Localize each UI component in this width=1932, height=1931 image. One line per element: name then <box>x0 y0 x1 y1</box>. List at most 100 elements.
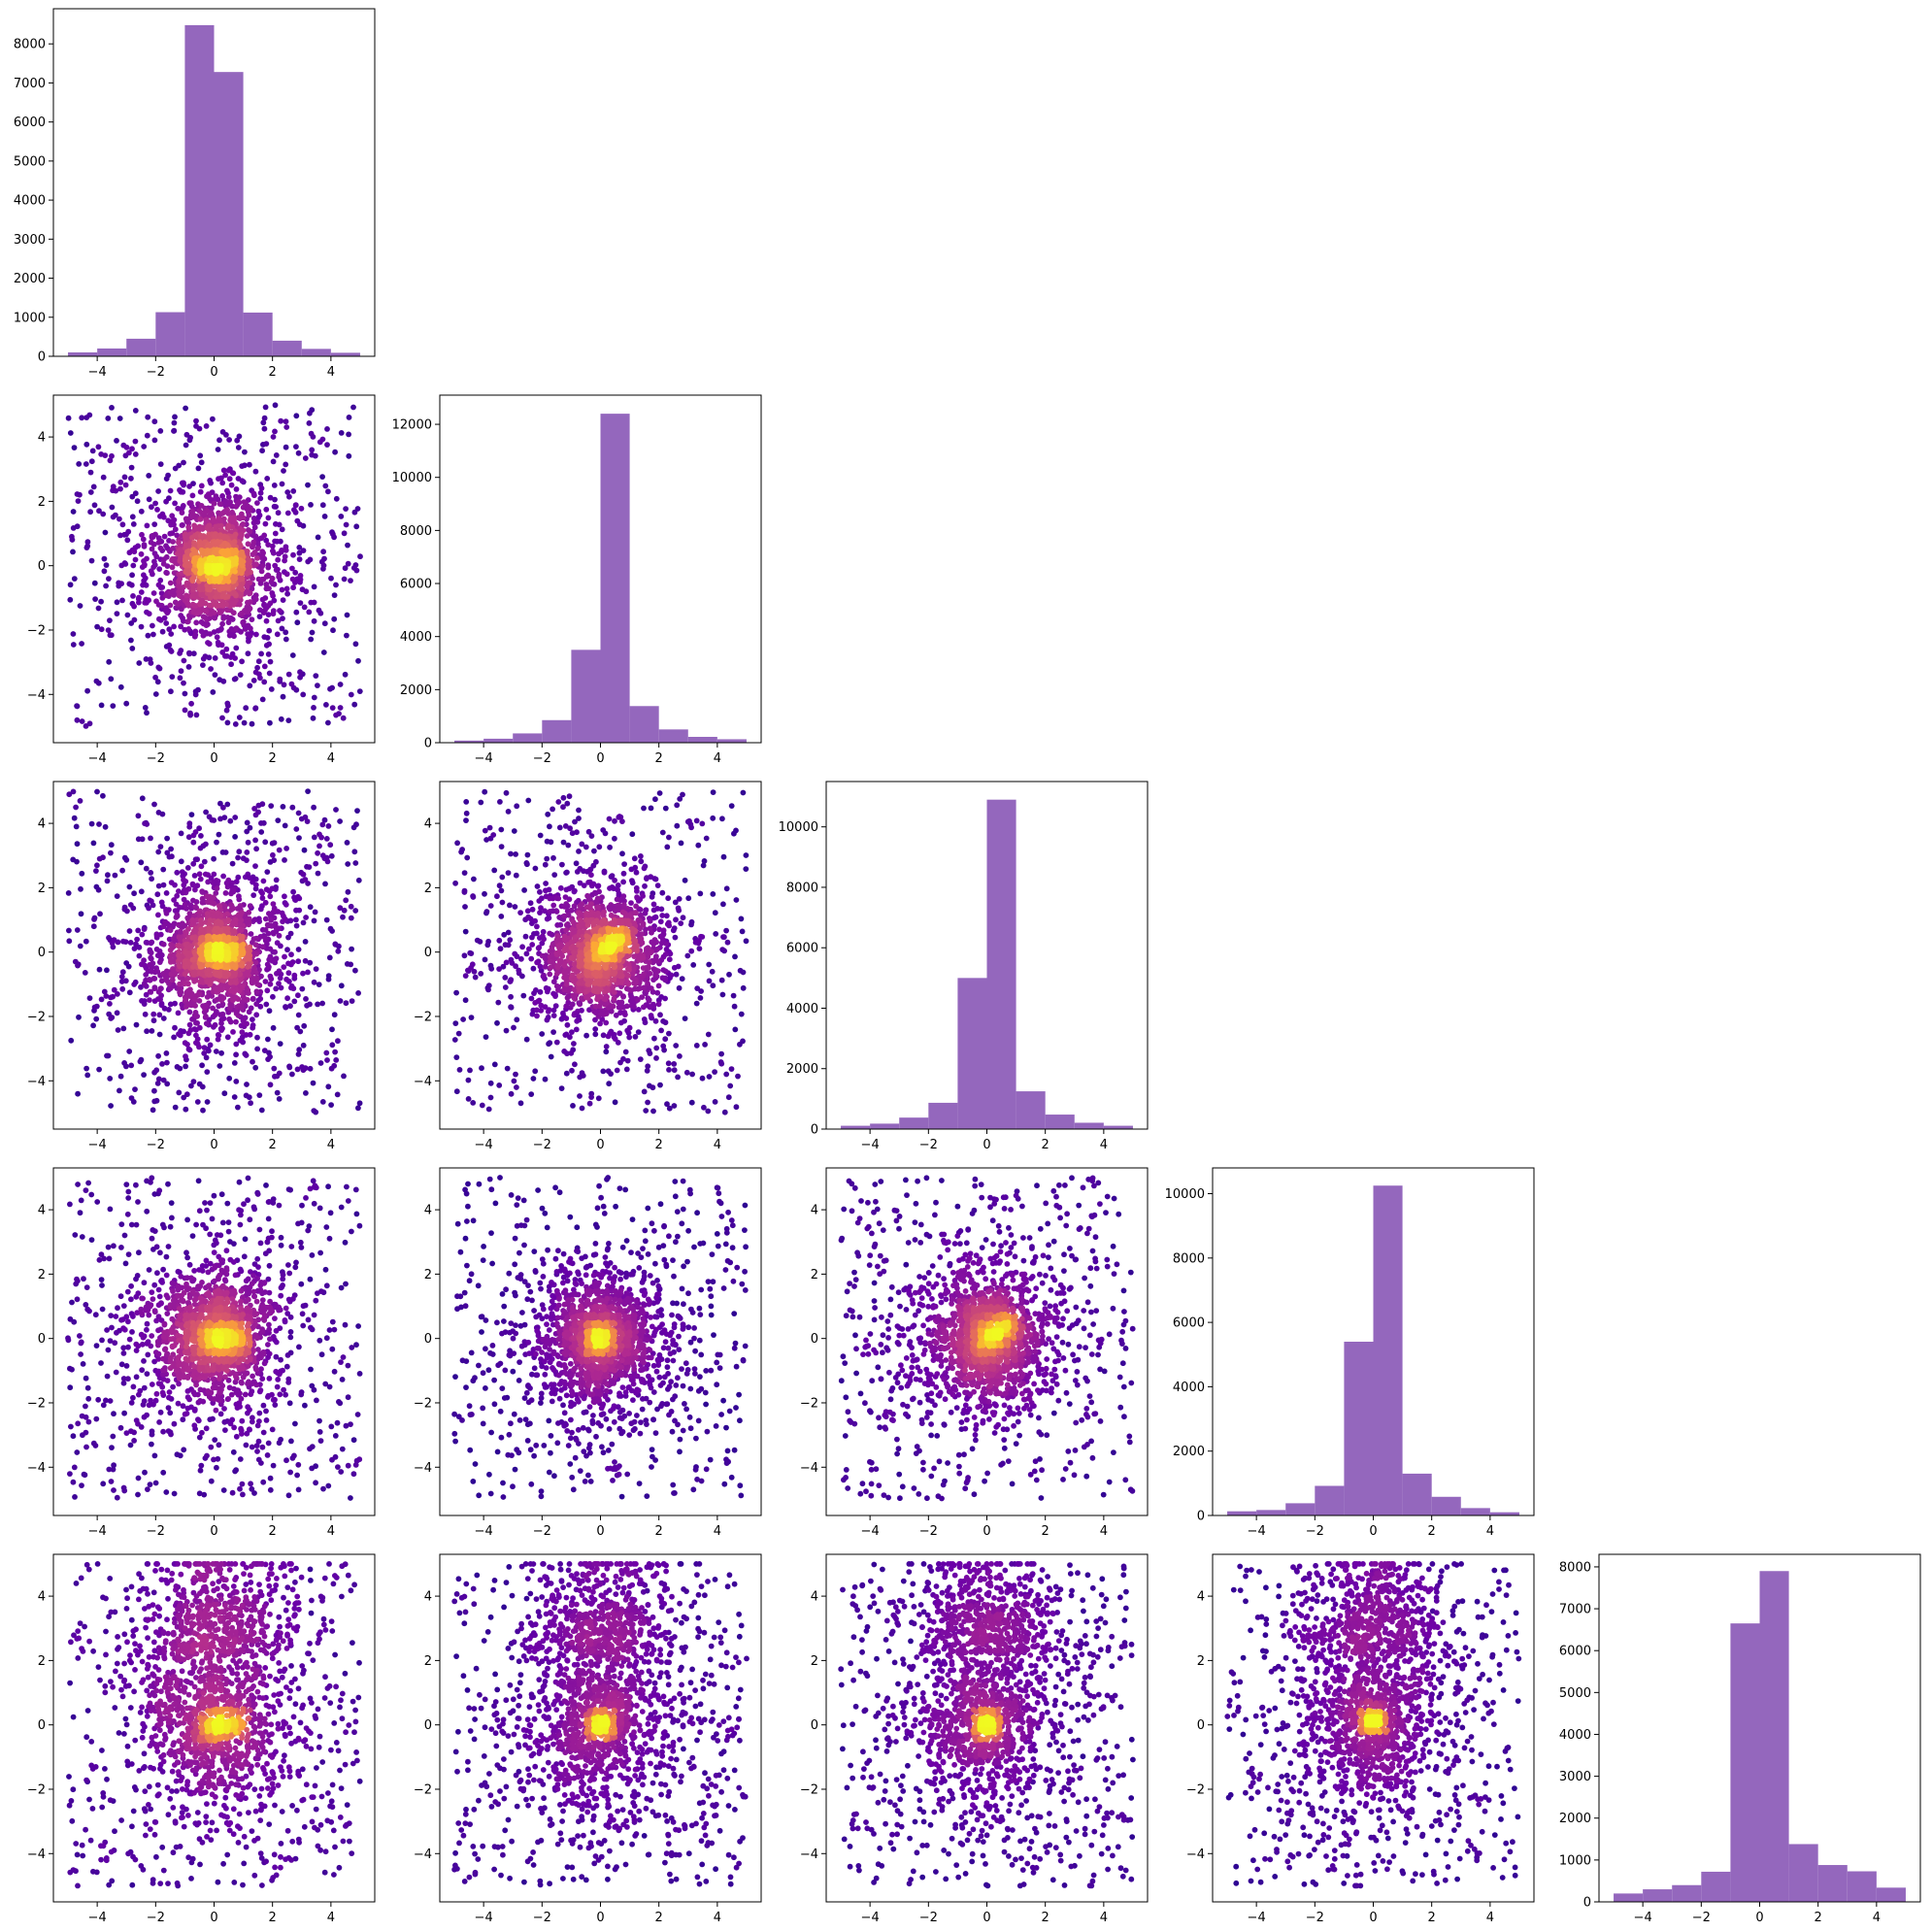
scatter-point <box>124 537 131 544</box>
scatter-point <box>177 675 183 682</box>
scatter-point <box>98 626 105 633</box>
scatter-point <box>146 496 152 503</box>
scatter-point <box>245 509 251 516</box>
scatter-point <box>87 489 94 495</box>
scatter-point <box>261 663 268 670</box>
scatter-point <box>114 599 120 606</box>
scatter-point <box>198 547 205 553</box>
histogram-bar <box>1672 1884 1702 1902</box>
scatter-point <box>295 810 302 816</box>
scatter-point <box>246 638 251 645</box>
scatter-point <box>194 1041 201 1048</box>
histogram-bar <box>1227 1511 1257 1515</box>
scatter-point <box>195 991 202 998</box>
scatter-point <box>169 943 176 949</box>
scatter-point <box>177 1065 183 1072</box>
scatter-point <box>138 589 145 595</box>
scatter-point <box>189 534 195 541</box>
scatter-point <box>129 646 136 651</box>
scatter-point <box>230 1029 236 1035</box>
scatter-point <box>265 1056 271 1062</box>
scatter-point <box>166 1007 172 1013</box>
scatter-point <box>193 417 199 424</box>
scatter-point <box>190 839 197 846</box>
scatter-point <box>151 418 158 425</box>
scatter-point <box>338 430 345 436</box>
scatter-point <box>181 896 187 903</box>
scatter-point <box>267 1082 274 1088</box>
scatter-point <box>274 970 280 977</box>
scatter-point <box>239 463 246 469</box>
scatter-point <box>283 636 289 643</box>
scatter-point <box>175 943 182 949</box>
scatter-point <box>246 557 251 563</box>
scatter-point <box>96 1066 102 1073</box>
x-tick-label: 4 <box>714 751 721 766</box>
scatter-point <box>293 916 299 923</box>
scatter-point <box>108 676 115 683</box>
scatter-point <box>217 936 223 942</box>
scatter-point <box>328 575 334 582</box>
scatter-point <box>201 1050 208 1056</box>
scatter-point <box>177 650 183 656</box>
scatter-point <box>157 584 164 590</box>
scatter-point <box>258 485 265 491</box>
scatter-point <box>184 865 191 871</box>
scatter-point <box>315 849 320 856</box>
scatter-point <box>83 1065 89 1072</box>
scatter-point <box>222 498 229 505</box>
scatter-point <box>198 459 205 466</box>
scatter-point <box>79 641 84 647</box>
scatter-point <box>136 952 143 959</box>
scatter-point <box>106 658 113 665</box>
scatter-point <box>119 521 126 528</box>
scatter-point <box>71 815 78 821</box>
scatter-point <box>285 960 291 967</box>
scatter-point <box>204 1069 211 1075</box>
scatter-point <box>352 908 359 914</box>
scatter-point <box>141 926 148 932</box>
scatter-point <box>244 819 250 826</box>
scatter-point <box>138 623 145 630</box>
histogram-bar <box>301 349 331 356</box>
scatter-point <box>144 522 150 529</box>
scatter-point <box>253 935 259 942</box>
scatter-point <box>296 895 303 902</box>
histogram-bar <box>97 348 127 356</box>
scatter-point <box>189 492 196 499</box>
scatter-point <box>239 933 246 940</box>
histogram-bar <box>1016 1091 1046 1129</box>
scatter-point <box>352 641 359 648</box>
y-tick-label: 6000 <box>400 578 432 592</box>
scatter-point <box>161 556 167 563</box>
scatter-point <box>226 501 233 508</box>
scatter-point <box>184 950 191 957</box>
scatter-point <box>183 1053 188 1059</box>
scatter-point <box>84 687 90 694</box>
scatter-point <box>177 547 183 553</box>
scatter-point <box>141 572 147 579</box>
scatter-point <box>171 1034 178 1041</box>
scatter-point <box>245 650 251 657</box>
scatter-point <box>160 514 167 520</box>
scatter-point <box>128 1095 135 1101</box>
scatter-point <box>189 881 196 887</box>
scatter-point <box>224 507 231 514</box>
scatter-point <box>226 1015 233 1022</box>
scatter-point <box>98 451 105 457</box>
x-tick-label: 4 <box>1873 1911 1881 1925</box>
scatter-point <box>316 982 322 987</box>
scatter-point <box>313 966 319 972</box>
scatter-point <box>283 846 289 851</box>
scatter-point <box>156 665 163 672</box>
scatter-point <box>71 576 78 582</box>
scatter-point <box>252 882 259 888</box>
scatter-point <box>277 676 283 683</box>
y-tick-label: 3000 <box>14 233 46 248</box>
scatter-point <box>126 989 133 996</box>
scatter-point <box>65 415 72 421</box>
scatter-point <box>163 1050 170 1056</box>
scatter-point <box>331 1012 338 1018</box>
scatter-point <box>283 547 289 553</box>
scatter-point <box>267 953 274 960</box>
